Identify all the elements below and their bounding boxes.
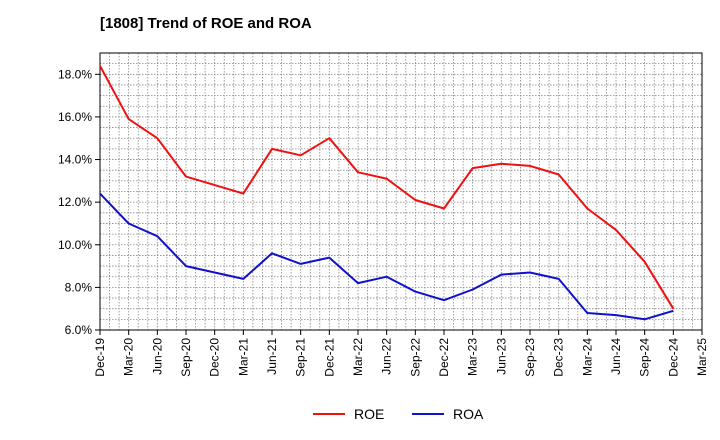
x-tick-label: Mar-23 <box>466 338 480 376</box>
x-tick-label: Sep-21 <box>294 338 308 377</box>
series-line-roa <box>99 192 674 321</box>
x-tick-label: Jun-22 <box>380 338 394 375</box>
plot-area-frame <box>99 52 703 331</box>
x-tick-label: Jun-23 <box>494 338 508 375</box>
x-tick-label: Sep-24 <box>638 338 652 377</box>
grid-lines <box>100 53 702 330</box>
x-axis-ticks: Dec-19 Mar-20 Jun-20 Sep-20 Dec-20 Mar-21 Jun-… <box>93 330 709 377</box>
x-tick-label: Jun-20 <box>150 338 164 375</box>
legend-label-roe: ROE <box>354 406 384 422</box>
y-tick-label: 16.0% <box>58 110 92 124</box>
series-line-roe <box>99 65 675 310</box>
x-tick-label: Jun-21 <box>265 338 279 375</box>
legend-label-roa: ROA <box>453 406 484 422</box>
y-axis-ticks: 6.0% 8.0% 10.0% 12.0% 14.0% 16.0% 18.0% <box>58 67 100 337</box>
x-tick-label: Dec-19 <box>93 338 107 377</box>
x-tick-label: Dec-21 <box>322 338 336 377</box>
x-tick-label: Sep-23 <box>523 338 537 377</box>
x-tick-label: Dec-23 <box>552 338 566 377</box>
y-tick-label: 6.0% <box>65 323 93 337</box>
y-tick-label: 14.0% <box>58 153 92 167</box>
x-tick-label: Dec-24 <box>666 338 680 377</box>
x-tick-label: Sep-20 <box>179 338 193 377</box>
x-tick-label: Jun-24 <box>609 338 623 375</box>
x-tick-label: Dec-22 <box>437 338 451 377</box>
y-tick-label: 18.0% <box>58 67 92 81</box>
x-tick-label: Mar-25 <box>695 338 709 376</box>
y-tick-label: 12.0% <box>58 195 92 209</box>
y-tick-label: 8.0% <box>65 280 93 294</box>
x-tick-label: Mar-24 <box>580 338 594 376</box>
y-tick-label: 10.0% <box>58 238 92 252</box>
x-tick-label: Mar-22 <box>351 338 365 376</box>
chart-title: [1808] Trend of ROE and ROA <box>100 15 312 32</box>
series-lines <box>99 65 675 321</box>
x-tick-label: Sep-22 <box>408 338 422 377</box>
x-tick-label: Mar-21 <box>236 338 250 376</box>
legend: ROE ROA <box>313 406 484 422</box>
x-tick-label: Mar-20 <box>122 338 136 376</box>
x-tick-label: Dec-20 <box>208 338 222 377</box>
